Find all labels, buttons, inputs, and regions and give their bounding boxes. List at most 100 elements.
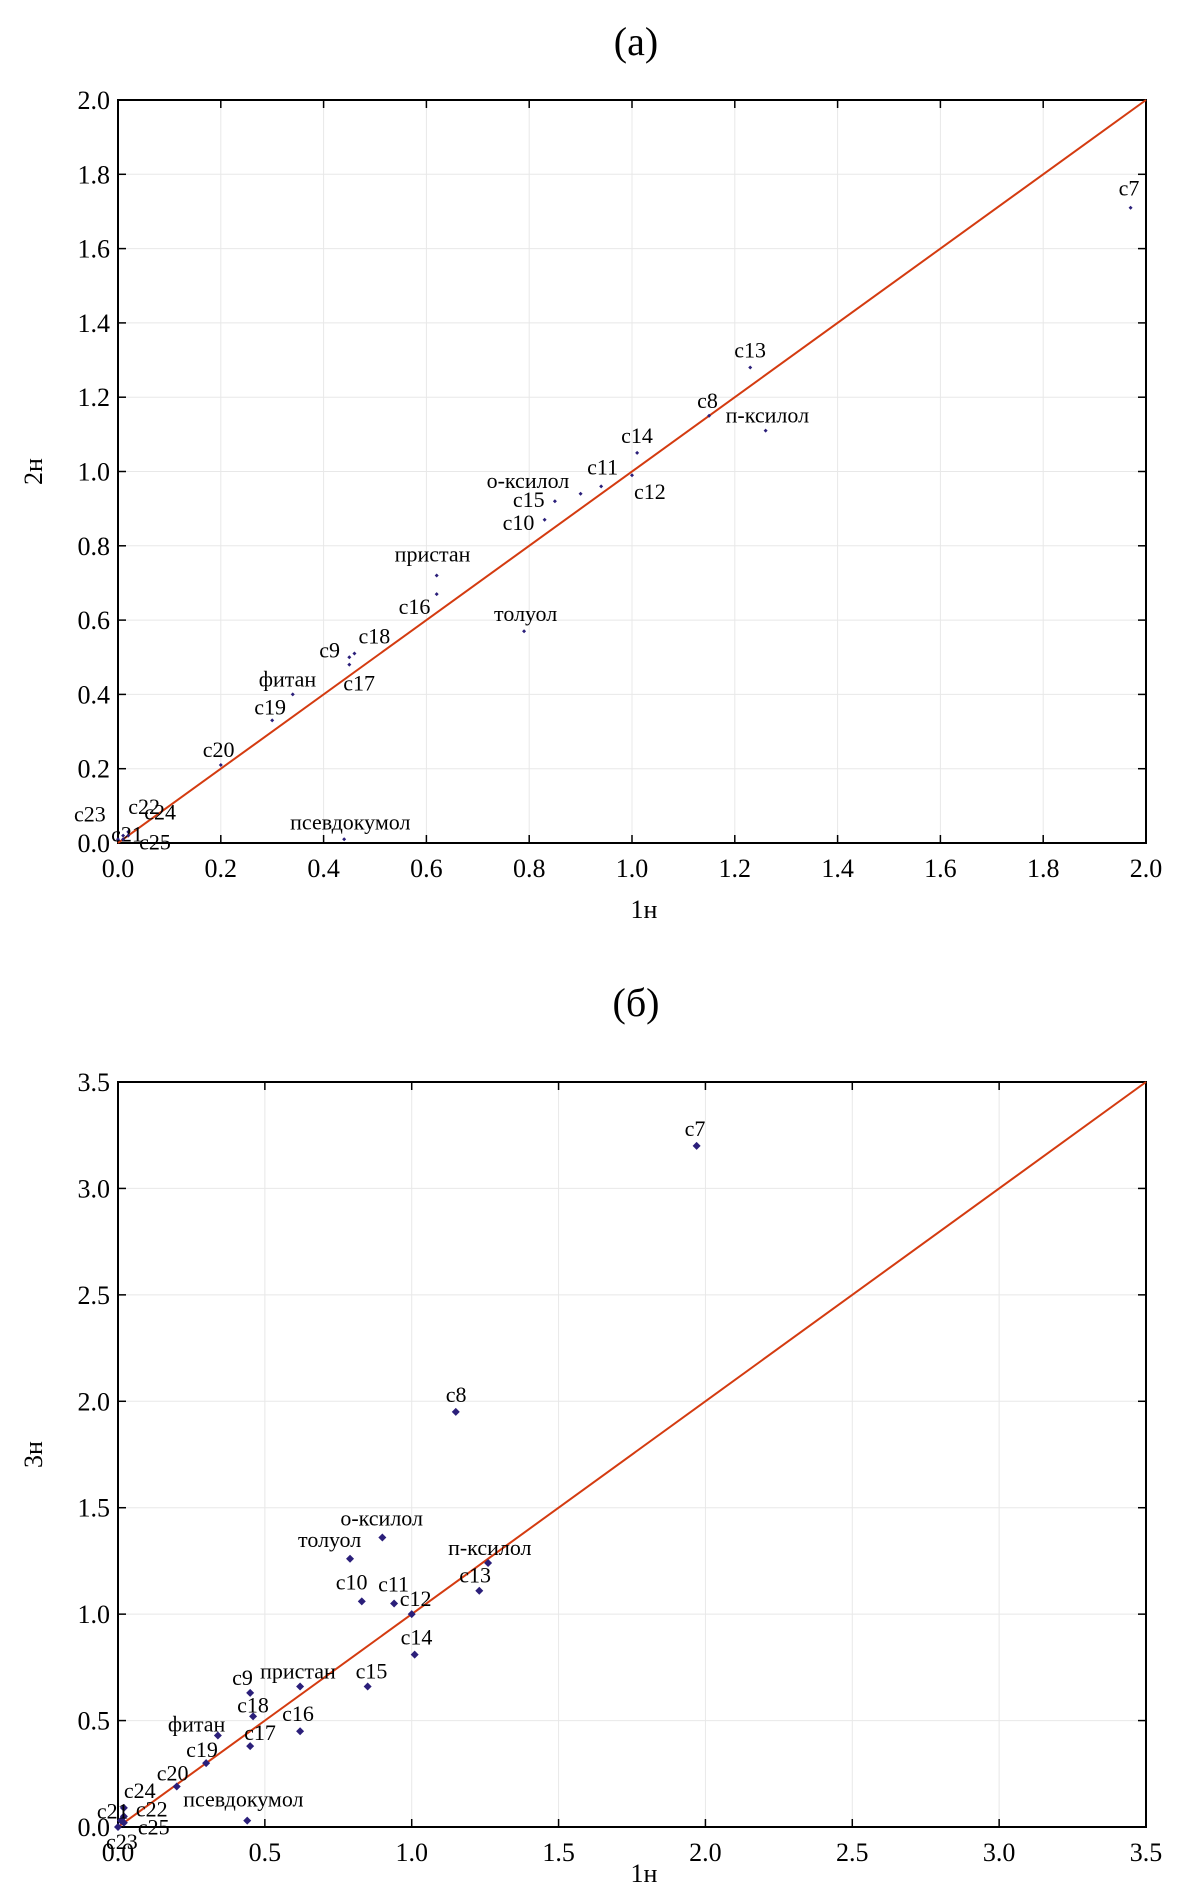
panel-title: (a) [614, 19, 658, 64]
x-tick-label: 1.0 [616, 854, 649, 883]
point-label: c22 [128, 794, 160, 819]
data-point-c22 [126, 829, 131, 834]
point-label: псевдокумол [183, 1787, 303, 1812]
point-label: c19 [254, 694, 286, 719]
point-label: c24 [144, 800, 176, 825]
y-tick-label: 1.4 [78, 309, 111, 338]
data-point-c19 [202, 1759, 211, 1768]
data-point-псевдокумол [342, 837, 347, 842]
data-point-c14 [635, 450, 640, 455]
y-tick-label: 0.5 [78, 1707, 111, 1736]
data-point-c24 [126, 833, 131, 838]
scatter-chart-b: (б) 0.0 0.5 1.0 1.5 2.0 2.5 3.0 3.5 0.0 0.5 1.0 1.5 2… [19, 980, 1162, 1888]
point-label: п-ксилол [726, 403, 809, 428]
data-point-c9 [246, 1688, 255, 1697]
fit-line [117, 99, 1147, 844]
point-label: c25 [139, 829, 171, 854]
point-label: c18 [237, 1692, 269, 1717]
data-point-c15 [552, 499, 557, 504]
data-point-c10 [542, 517, 547, 522]
x-tick-label: 1.8 [1027, 854, 1060, 883]
x-tick-label: 0.0 [102, 1838, 135, 1867]
y-tick-label: 0.8 [78, 532, 111, 561]
point-label: толуол [494, 601, 557, 626]
point-label: c8 [697, 388, 718, 413]
x-axis-label: 1н [631, 1859, 658, 1888]
data-point-фитан [290, 692, 295, 697]
data-point-c11 [390, 1599, 399, 1608]
point-label: c14 [401, 1625, 433, 1650]
data-point-c23 [114, 1823, 122, 1831]
point-label: пристан [260, 1659, 336, 1684]
data-point-толуол [346, 1554, 355, 1563]
x-tick-label: 2.0 [689, 1838, 722, 1867]
data-point-о-ксилол [378, 1533, 387, 1542]
point-label: c19 [186, 1737, 218, 1762]
y-tick-label: 0.0 [78, 829, 111, 858]
y-tick-label: 1.6 [78, 235, 111, 264]
data-point-c9 [347, 655, 352, 660]
x-tick-label: 0.0 [102, 854, 135, 883]
data-point-c16 [296, 1727, 305, 1736]
data-point-о-ксилол [578, 491, 583, 496]
x-tick-label: 1.5 [542, 1838, 575, 1867]
point-label: c9 [319, 637, 340, 662]
data-point-c22 [119, 1812, 128, 1821]
point-label: c12 [634, 479, 666, 504]
fit-line [117, 1081, 1147, 1828]
data-point-c20 [172, 1782, 181, 1791]
point-label: c18 [358, 624, 390, 649]
point-label: c15 [513, 487, 545, 512]
data-point-c16 [434, 592, 439, 597]
point-label: фитан [259, 666, 317, 691]
panel-title: (б) [613, 980, 660, 1025]
x-tick-label: 1.2 [719, 854, 752, 883]
point-label: c20 [203, 737, 235, 762]
point-label: псевдокумол [290, 809, 410, 834]
data-point-c12 [630, 473, 634, 478]
x-axis-label: 1н [631, 895, 658, 924]
point-label: c11 [587, 454, 618, 479]
y-tick-label: 3.5 [78, 1068, 111, 1097]
point-label: c10 [503, 510, 535, 535]
data-point-c12 [407, 1610, 416, 1619]
point-label: c20 [157, 1761, 189, 1786]
point-label: фитан [168, 1711, 226, 1736]
y-tick-label: 1.8 [78, 160, 111, 189]
data-point-пристан [296, 1682, 305, 1691]
point-label: c21 [111, 822, 143, 847]
y-tick-label: 1.0 [78, 458, 111, 487]
x-tick-label: 0.5 [249, 1838, 282, 1867]
data-point-c24 [119, 1803, 128, 1812]
data-point-c13 [748, 365, 753, 370]
data-point-п-ксилол [484, 1559, 493, 1568]
data-point-c18 [352, 651, 357, 656]
x-tick-label: 1.4 [821, 854, 854, 883]
point-label: c10 [336, 1569, 368, 1594]
data-point-псевдокумол [243, 1816, 252, 1825]
data-point-c17 [347, 662, 352, 667]
data-point-c25 [119, 1818, 128, 1827]
data-point-c23 [116, 837, 120, 842]
data-point-c25 [121, 837, 126, 842]
y-tick-label: 1.0 [78, 1600, 111, 1629]
y-tick-label: 2.0 [78, 1387, 111, 1416]
point-label: c16 [399, 594, 431, 619]
data-point-пристан [434, 573, 439, 578]
point-label: c22 [136, 1796, 168, 1821]
data-point-c21 [121, 833, 126, 838]
point-label: c7 [1119, 176, 1140, 201]
point-label: c13 [734, 337, 766, 362]
y-tick-label: 1.2 [78, 383, 111, 412]
point-label: о-ксилол [487, 468, 570, 493]
point-label: c9 [232, 1665, 253, 1690]
x-tick-label: 0.4 [307, 854, 340, 883]
data-point-толуол [522, 629, 527, 634]
x-tick-label: 1.6 [924, 854, 957, 883]
y-tick-label: 1.5 [78, 1494, 111, 1523]
y-axis-label: 2н [19, 458, 48, 485]
data-point-c7 [1128, 205, 1133, 210]
point-label: c16 [282, 1701, 314, 1726]
point-label: c8 [446, 1382, 467, 1407]
point-label: c23 [74, 801, 106, 826]
